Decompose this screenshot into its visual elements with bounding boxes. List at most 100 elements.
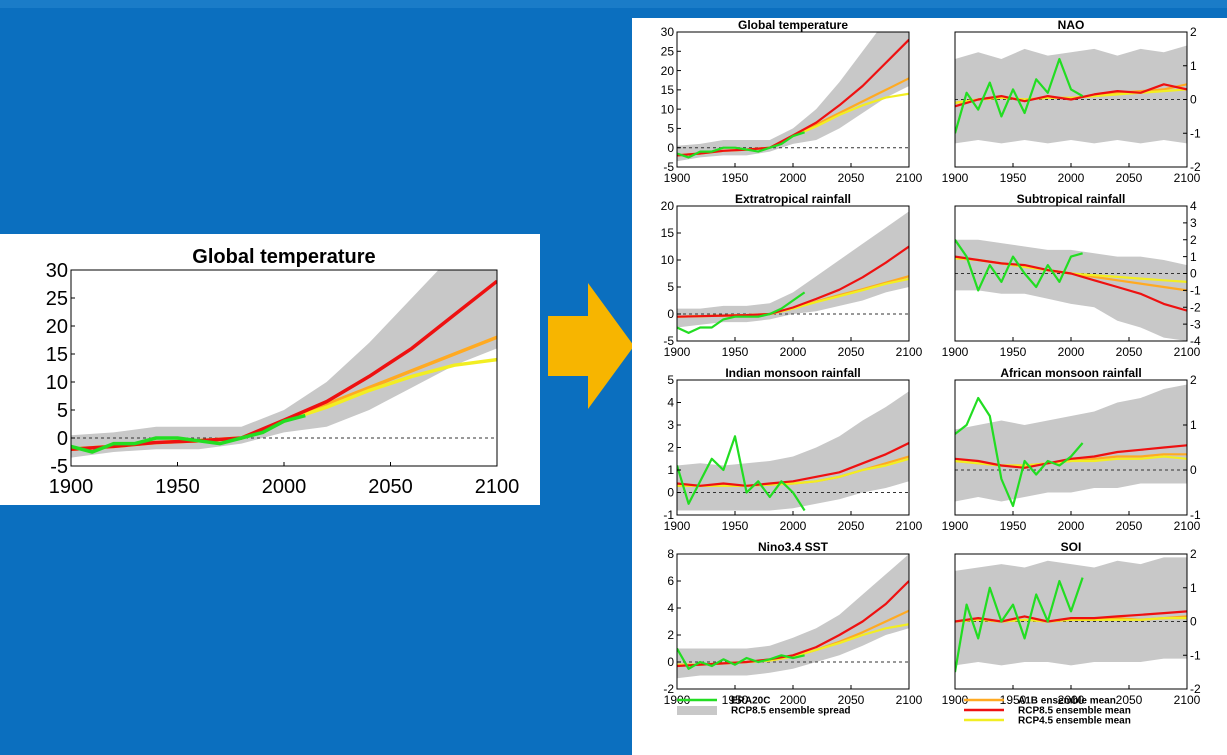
series-era20c — [677, 647, 805, 670]
x-tick-label: 2100 — [896, 345, 923, 359]
y-tick-label: 0 — [667, 486, 674, 500]
x-tick-label: 2100 — [475, 476, 520, 498]
y-tick-label: 0 — [1190, 267, 1197, 281]
y-tick-label: -5 — [663, 334, 674, 348]
zoomed-chart-panel: Global temperature 1900 1950 2000 2050 2100 -5… — [0, 234, 540, 505]
plot-area — [677, 554, 909, 679]
chart-african-monsoon-rainfall: African monsoon rainfall 1900 1950 2000 2050… — [942, 366, 1201, 533]
x-tick-label: 2100 — [1174, 519, 1201, 533]
y-tick-label: 0 — [667, 141, 674, 155]
plot-area — [71, 270, 497, 458]
x-tick-label: 2100 — [896, 171, 923, 185]
series-rcp8-5-ensemble-spread — [677, 554, 909, 679]
series-era20c — [677, 131, 805, 159]
y-tick-label: 15 — [46, 344, 68, 366]
x-tick-label: 2000 — [780, 171, 807, 185]
x-tick-label: 1900 — [942, 171, 969, 185]
y-tick-label: 4 — [667, 396, 674, 410]
series-era20c — [955, 577, 1084, 673]
y-tick-label: -1 — [1190, 126, 1201, 140]
x-tick-label: 1950 — [722, 345, 749, 359]
y-tick-label: 15 — [661, 226, 675, 240]
y-tick-label: 30 — [661, 25, 675, 39]
y-tick-label: 1 — [1190, 59, 1197, 73]
x-tick-label: 2000 — [1058, 171, 1085, 185]
x-tick-label: 1950 — [155, 476, 200, 498]
y-tick-label: 10 — [46, 372, 68, 394]
x-tick-label: 1900 — [664, 345, 691, 359]
chart-title: Subtropical rainfall — [1017, 192, 1126, 206]
y-tick-label: 2 — [667, 628, 674, 642]
right-arrow-icon — [548, 283, 634, 409]
series-era20c — [955, 57, 1084, 134]
y-tick-label: 2 — [1190, 233, 1197, 247]
y-tick-label: -1 — [1190, 648, 1201, 662]
y-tick-label: -4 — [1190, 334, 1201, 348]
x-tick-label: 1950 — [1000, 345, 1027, 359]
chart-title: Extratropical rainfall — [735, 192, 851, 206]
x-tick-label: 2050 — [838, 519, 865, 533]
y-tick-label: 2 — [667, 441, 674, 455]
series-era20c — [677, 291, 806, 334]
x-tick-label: 2000 — [262, 476, 307, 498]
y-tick-label: 25 — [661, 44, 675, 58]
series-era20c — [71, 413, 306, 454]
x-tick-label: 2050 — [838, 171, 865, 185]
x-tick-label: 1900 — [664, 519, 691, 533]
series-era20c — [955, 239, 1083, 292]
y-tick-label: -3 — [1190, 317, 1201, 331]
y-tick-label: 5 — [667, 373, 674, 387]
chart-title: Global temperature — [738, 18, 848, 32]
x-tick-label: 2100 — [896, 519, 923, 533]
x-tick-label: 1950 — [1000, 171, 1027, 185]
x-tick-label: 1900 — [664, 171, 691, 185]
series-rcp8-5-ensemble-mean — [955, 444, 1187, 469]
series-rcp8-5-ensemble-spread — [955, 45, 1187, 144]
y-tick-label: 4 — [667, 601, 674, 615]
x-tick-label: 2050 — [838, 345, 865, 359]
y-tick-label: -1 — [1190, 284, 1201, 298]
plot-area — [955, 45, 1187, 144]
y-tick-label: -5 — [663, 160, 674, 174]
x-tick-label: 2050 — [1116, 345, 1143, 359]
series-era20c — [955, 396, 1084, 508]
series-rcp8-5-ensemble-mean — [677, 442, 909, 487]
y-tick-label: 30 — [46, 260, 68, 282]
y-tick-label: -1 — [1190, 508, 1201, 522]
plot-area — [677, 391, 909, 512]
y-tick-label: 0 — [57, 428, 68, 450]
series-rcp4-5-ensemble-mean — [677, 457, 909, 487]
x-tick-label: 1900 — [942, 519, 969, 533]
y-tick-label: -2 — [1190, 300, 1201, 314]
y-tick-label: 10 — [661, 253, 675, 267]
plot-area — [955, 384, 1187, 508]
series-rcp4-5-ensemble-mean — [955, 88, 1187, 104]
y-tick-label: 0 — [1190, 93, 1197, 107]
x-tick-label: 1900 — [942, 693, 969, 707]
series-era20c — [677, 435, 806, 512]
series-rcp8-5-ensemble-mean — [955, 255, 1187, 312]
y-tick-label: 20 — [661, 64, 675, 78]
x-tick-label: 1950 — [1000, 693, 1027, 707]
legend-label-era20c: ERA20C — [731, 696, 770, 707]
series-rcp8-5-ensemble-spread — [677, 211, 909, 328]
x-tick-label: 2000 — [780, 519, 807, 533]
chart-subtropical-rainfall: Subtropical rainfall 1900 1950 2000 2050 2100… — [942, 192, 1201, 359]
x-tick-label: 2050 — [1116, 171, 1143, 185]
y-tick-label: 0 — [1190, 615, 1197, 629]
x-tick-label: 2100 — [1174, 693, 1201, 707]
y-tick-label: 8 — [667, 547, 674, 561]
x-tick-label: 2100 — [896, 693, 923, 707]
plot-area — [677, 211, 909, 334]
legend-label-a1b-ensemble-mean: A1B ensemble mean — [1018, 696, 1116, 707]
series-rcp8-5-ensemble-spread — [955, 239, 1187, 341]
x-tick-label: 1900 — [49, 476, 94, 498]
y-tick-label: 15 — [661, 83, 675, 97]
